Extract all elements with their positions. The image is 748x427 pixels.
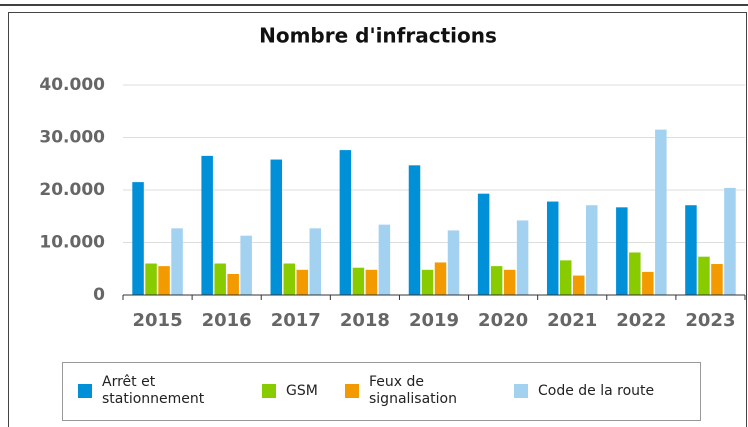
- x-tick-label: 2023: [685, 310, 735, 331]
- bar: [158, 266, 170, 295]
- bar: [227, 274, 239, 295]
- bar: [685, 205, 697, 295]
- x-tick-label: 2020: [478, 310, 528, 331]
- bar: [421, 269, 434, 295]
- y-tick-label: 40.000: [39, 75, 105, 95]
- bar: [585, 205, 598, 295]
- y-tick-label: 30.000: [39, 128, 105, 148]
- bar: [711, 264, 723, 295]
- x-tick-label: 2017: [271, 310, 321, 331]
- bar: [171, 228, 183, 295]
- frame: [8, 12, 747, 427]
- legend-label: Arrêt et stationnement: [102, 374, 205, 407]
- bar: [629, 252, 641, 295]
- bar: [309, 228, 322, 295]
- bar: [516, 220, 529, 295]
- bar: [616, 207, 628, 295]
- bar: [503, 269, 516, 295]
- bar: [698, 256, 710, 295]
- x-tick-label: 2018: [340, 310, 390, 331]
- bar: [724, 187, 736, 295]
- bar: [655, 129, 667, 295]
- legend-box: [62, 362, 701, 421]
- y-tick-label: 20.000: [39, 180, 105, 200]
- legend-item: GSM: [262, 370, 322, 412]
- bar: [447, 230, 460, 295]
- x-tick-label: 2015: [133, 310, 183, 331]
- legend-label: Code de la route: [538, 382, 655, 399]
- bar: [490, 266, 503, 295]
- bar: [283, 263, 296, 295]
- bar: [270, 159, 283, 295]
- legend-item: Feux de signalisation: [345, 370, 495, 412]
- bar: [132, 182, 144, 295]
- bar: [434, 262, 447, 295]
- legend-swatch: [514, 384, 528, 398]
- bar: [240, 235, 252, 295]
- bar: [145, 263, 157, 295]
- bar: [559, 260, 572, 295]
- bar: [378, 224, 391, 295]
- legend-item: Code de la route: [514, 370, 684, 412]
- x-tick-label: 2021: [547, 310, 597, 331]
- bar: [214, 263, 226, 295]
- x-tick-label: 2022: [616, 310, 666, 331]
- bar: [365, 269, 378, 295]
- legend-swatch: [78, 384, 92, 398]
- bar: [572, 275, 585, 295]
- legend-label: GSM: [286, 382, 318, 399]
- x-tick-label: 2016: [202, 310, 252, 331]
- bar: [642, 271, 654, 295]
- bar: [352, 267, 365, 295]
- bar: [296, 269, 309, 295]
- bar: [546, 201, 559, 295]
- legend-item: Arrêt et stationnement: [78, 370, 228, 412]
- bar: [339, 150, 352, 295]
- bar: [477, 193, 490, 295]
- y-tick-label: 10.000: [39, 233, 105, 253]
- legend-label: Feux de signalisation: [369, 374, 457, 407]
- legend-swatch: [262, 384, 276, 398]
- chart-title: Nombre d'infractions: [259, 24, 497, 48]
- x-tick-label: 2019: [409, 310, 459, 331]
- legend-swatch: [345, 384, 359, 398]
- bar: [201, 155, 213, 295]
- bar: [408, 165, 421, 295]
- y-tick-label: 0: [93, 285, 105, 305]
